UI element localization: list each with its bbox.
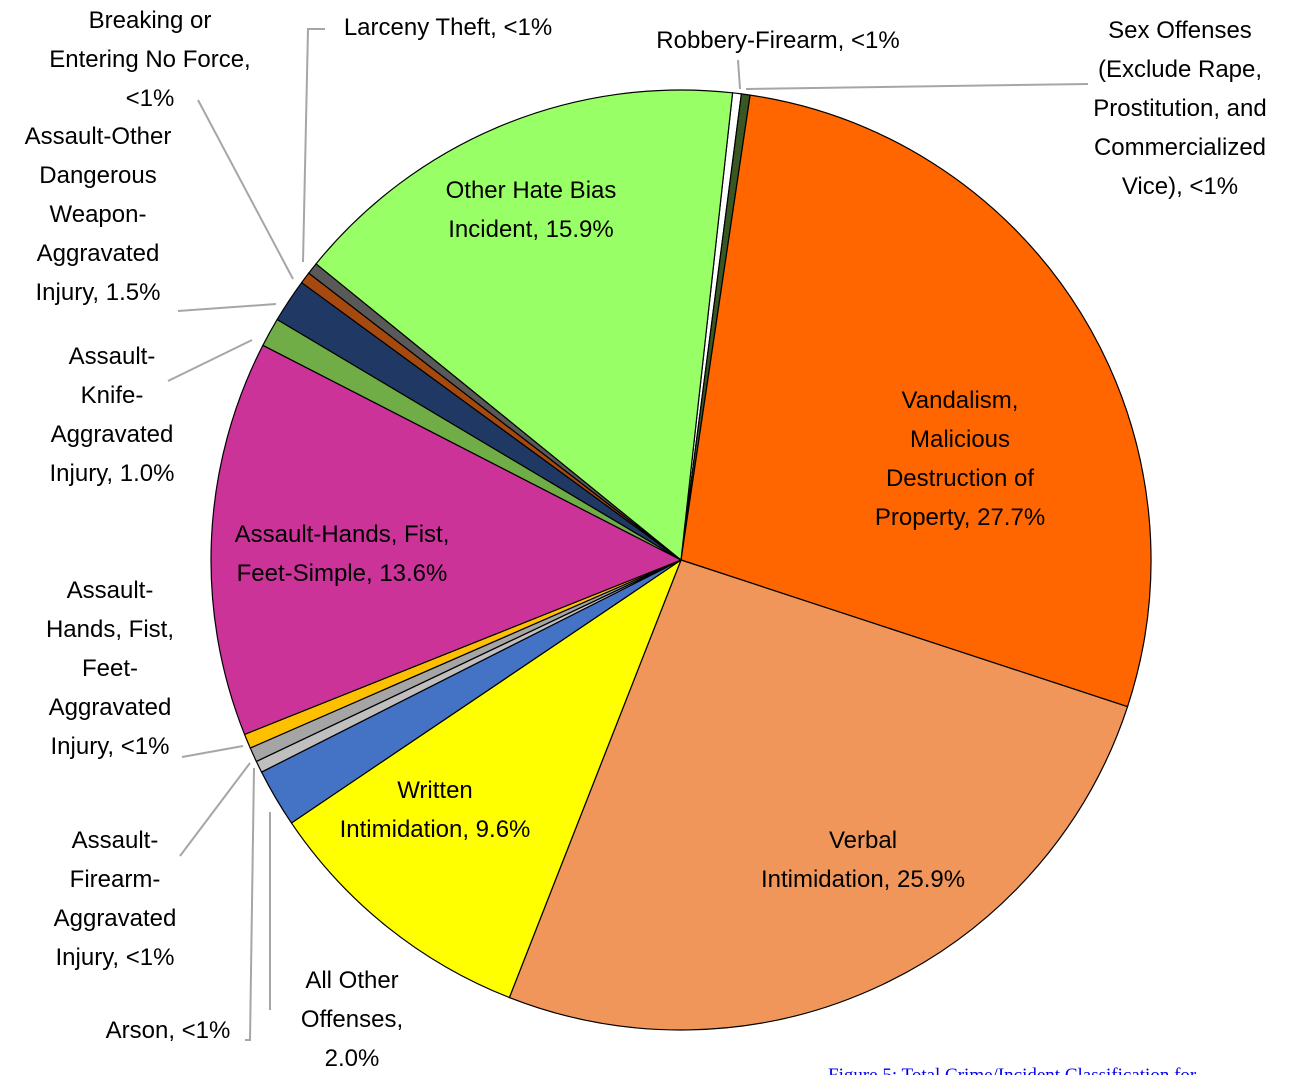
label-line: <1% (126, 85, 175, 112)
label-line: All Other (305, 967, 398, 994)
label-line: Injury, <1% (56, 944, 175, 971)
label-line: Assault- (69, 343, 156, 370)
slice-label: Assault- Firearm- Aggravated Injury, <1% (54, 827, 177, 971)
label-line: Intimidation, 25.9% (761, 866, 965, 893)
slice-label: Other Hate Bias Incident, 15.9% (446, 177, 617, 243)
label-line: Destruction of (886, 465, 1034, 492)
label-line: Aggravated (37, 240, 160, 267)
label-line: Incident, 15.9% (448, 216, 613, 243)
label-line: Knife- (81, 382, 144, 409)
label-line: Malicious (910, 426, 1010, 453)
label-line: Assault- (72, 827, 159, 854)
slice-label: Vandalism, Malicious Destruction of Propert… (875, 387, 1045, 531)
leader-line (245, 767, 255, 1041)
label-line: Assault- (67, 577, 154, 604)
leader-line (197, 99, 294, 280)
label-line: Written (397, 777, 473, 804)
slice-label: Written Intimidation, 9.6% (340, 777, 531, 843)
slice-label: Assault- Hands, Fist, Feet- Aggravated Injur… (46, 577, 174, 760)
label-line: Aggravated (51, 421, 174, 448)
slice-label: Assault- Knife- Aggravated Injury, 1.0% (50, 343, 175, 487)
label-line: Feet-Simple, 13.6% (237, 560, 448, 587)
leader-line (177, 303, 277, 312)
label-line: Aggravated (49, 694, 172, 721)
slice-label: All Other Offenses, 2.0% (301, 967, 403, 1072)
label-line: Injury, 1.0% (50, 460, 175, 487)
leader-line (167, 339, 253, 382)
slice-label: Assault-Hands, Fist, Feet-Simple, 13.6% (235, 521, 450, 587)
leader-line (181, 745, 244, 758)
label-line: Property, 27.7% (875, 504, 1045, 531)
label-line: Firearm- (70, 866, 161, 893)
label-line: Assault-Other (25, 123, 172, 150)
label-line: Larceny Theft, <1% (344, 14, 552, 41)
label-line: Injury, <1% (51, 733, 170, 760)
leader-line (179, 762, 251, 857)
label-line: Aggravated (54, 905, 177, 932)
leader-line (745, 83, 1089, 90)
label-line: (Exclude Rape, (1098, 56, 1262, 83)
label-line: Breaking or (89, 7, 212, 34)
label-line: Sex Offenses (1108, 17, 1252, 44)
label-line: Vandalism, (902, 387, 1019, 414)
label-line: Other Hate Bias (446, 177, 617, 204)
label-line: Prostitution, and (1093, 95, 1266, 122)
label-line: Vice), <1% (1122, 173, 1238, 200)
label-line: 2.0% (325, 1045, 380, 1072)
slice-label: Arson, <1% (106, 1017, 231, 1044)
slice-label: Larceny Theft, <1% (344, 14, 552, 41)
label-line: Intimidation, 9.6% (340, 816, 531, 843)
leader-line (737, 59, 741, 90)
label-line: Verbal (829, 827, 897, 854)
label-line: Offenses, (301, 1006, 403, 1033)
slice-label: Sex Offenses (Exclude Rape, Prostitution, … (1093, 17, 1266, 200)
pie-slice (508, 559, 1129, 1031)
label-line: Weapon- (50, 201, 147, 228)
label-line: Injury, 1.5% (36, 279, 161, 306)
pie-slice (210, 344, 683, 736)
label-line: Assault-Hands, Fist, (235, 521, 450, 548)
slice-label: Verbal Intimidation, 25.9% (761, 827, 965, 893)
label-line: Feet- (82, 655, 138, 682)
pie-slice (315, 89, 734, 562)
label-line: Robbery-Firearm, <1% (656, 27, 899, 54)
slice-label: Breaking or Entering No Force, <1% (49, 7, 250, 112)
leader-line (302, 28, 325, 263)
pie-slice (290, 558, 683, 999)
pie-slice (680, 94, 1152, 708)
label-line: Arson, <1% (106, 1017, 231, 1044)
slice-label: Assault-Other Dangerous Weapon- Aggravated I… (25, 123, 172, 306)
slice-label: Robbery-Firearm, <1% (656, 27, 899, 54)
label-line: Commercialized (1094, 134, 1266, 161)
label-line: Dangerous (39, 162, 156, 189)
label-line: Entering No Force, (49, 46, 250, 73)
label-line: Hands, Fist, (46, 616, 174, 643)
caption: Figure 5: Total Crime/Incident Classific… (828, 1065, 1197, 1075)
